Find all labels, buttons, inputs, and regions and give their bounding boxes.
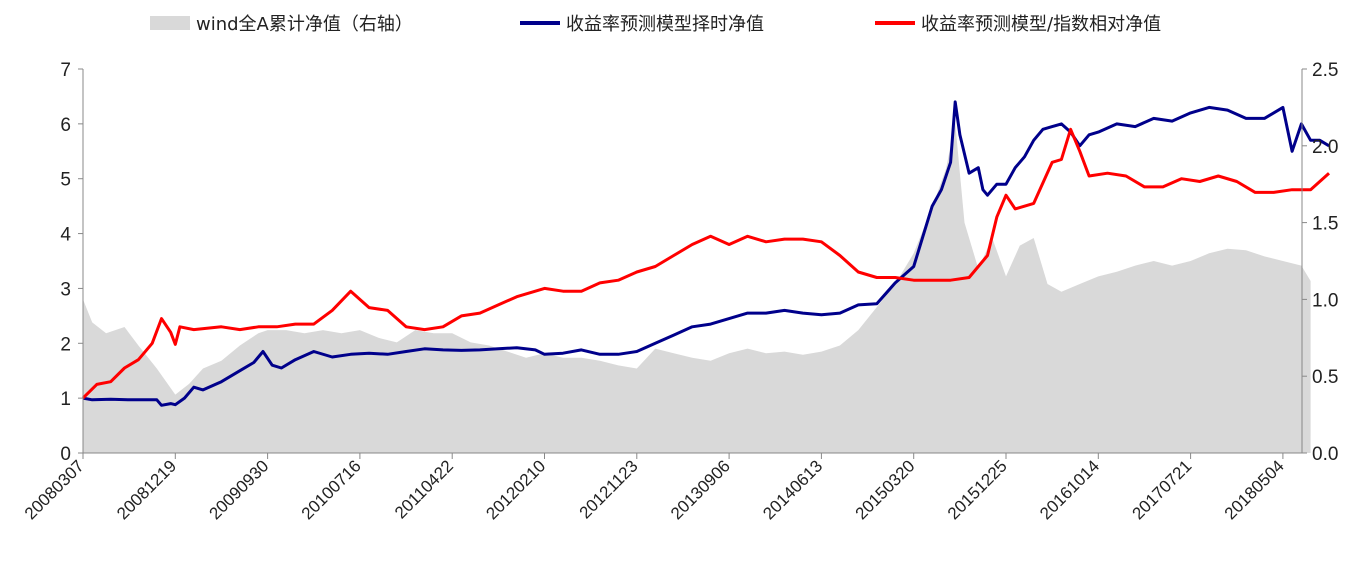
left-tick-label: 6: [60, 115, 71, 136]
series-area-0: [83, 122, 1311, 454]
x-tick-label: 20121123: [576, 456, 642, 522]
left-tick-label: 5: [60, 170, 71, 191]
legend-item-wind: wind全A累计净值（右轴）: [150, 8, 413, 38]
legend-label-relative: 收益率预测模型/指数相对净值: [921, 14, 1162, 35]
legend-label-wind: wind全A累计净值（右轴）: [196, 14, 413, 35]
x-tick-label: 20170721: [1129, 456, 1196, 523]
left-tick-label: 4: [60, 225, 71, 246]
right-tick-label: 0.5: [1312, 367, 1338, 388]
legend-swatch-area: [150, 16, 190, 30]
right-tick-label: 1.0: [1312, 290, 1338, 311]
right-tick-label: 1.5: [1312, 214, 1338, 235]
legend-item-relative: 收益率预测模型/指数相对净值: [875, 8, 1161, 38]
legend-item-timing: 收益率预测模型择时净值: [520, 8, 764, 38]
legend-swatch-timing: [520, 21, 560, 25]
x-tick-label: 20120210: [482, 456, 549, 523]
x-tick-label: 20140613: [759, 456, 826, 523]
x-tick-label: 20090930: [206, 456, 273, 523]
series-line-2: [81, 127, 1331, 400]
x-tick-label: 20151225: [944, 456, 1011, 523]
x-tick-label: 20161014: [1036, 456, 1103, 523]
right-tick-label: 2.0: [1312, 137, 1338, 158]
x-tick-label: 20130906: [667, 456, 734, 523]
x-tick-label: 20081219: [113, 456, 180, 523]
x-tick-label: 20100716: [298, 456, 365, 523]
left-tick-label: 7: [60, 60, 71, 81]
legend-label-timing: 收益率预测模型择时净值: [566, 14, 764, 35]
left-tick-label: 1: [60, 389, 71, 410]
x-tick-label: 20150320: [852, 456, 919, 523]
left-tick-label: 2: [60, 334, 71, 355]
left-tick-label: 3: [60, 279, 71, 300]
right-tick-label: 0.0: [1312, 444, 1338, 465]
right-tick-label: 2.5: [1312, 60, 1338, 81]
x-tick-label: 20180504: [1221, 456, 1288, 523]
x-tick-label: 20110422: [391, 456, 457, 522]
legend-swatch-relative: [875, 21, 915, 25]
x-tick-label: 20080307: [21, 456, 88, 523]
legend: wind全A累计净值（右轴） 收益率预测模型择时净值 收益率预测模型/指数相对净…: [0, 8, 1371, 38]
left-tick-label: 0: [60, 444, 71, 465]
series-line-1: [82, 100, 1330, 407]
